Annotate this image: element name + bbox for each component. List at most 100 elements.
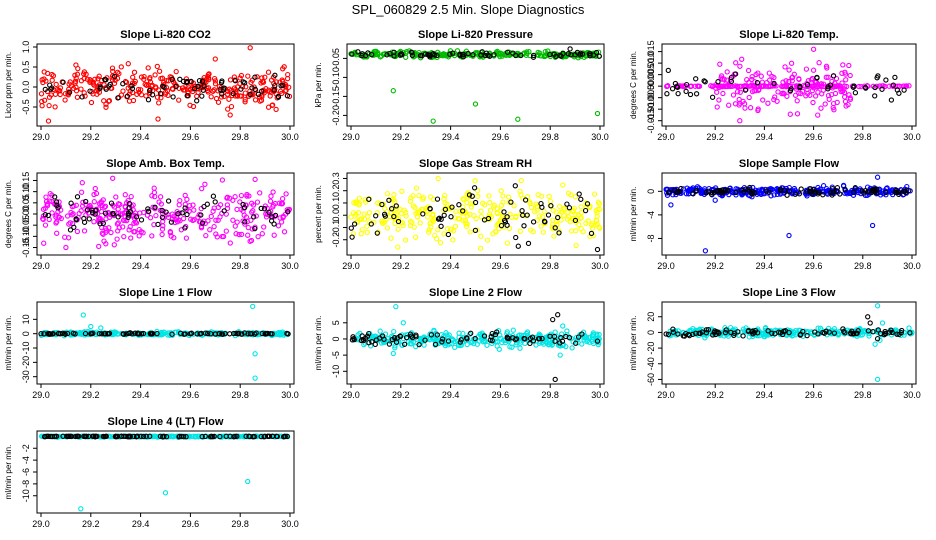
y-tick-label: 0.0 xyxy=(331,209,341,222)
data-point xyxy=(441,196,447,202)
data-point xyxy=(805,329,811,335)
data-point xyxy=(888,97,895,103)
data-point xyxy=(693,76,699,82)
data-point xyxy=(494,329,500,335)
data-point xyxy=(533,342,539,348)
data-point xyxy=(824,65,830,71)
data-point xyxy=(552,225,558,231)
panel-10: Slope Line 4 (LT) Flow 29.0 29.2 29.4 29.6 29… xyxy=(4,416,299,529)
data-point xyxy=(595,341,601,348)
data-point xyxy=(803,66,810,72)
data-point xyxy=(722,329,729,336)
data-point xyxy=(865,328,872,334)
data-point xyxy=(448,214,454,220)
data-point xyxy=(594,110,601,117)
data-point xyxy=(701,78,707,84)
data-point xyxy=(204,201,210,207)
data-point xyxy=(156,199,162,205)
data-point xyxy=(555,312,561,318)
data-point xyxy=(56,87,62,93)
x-tick-label: 29.6 xyxy=(182,132,200,142)
data-point xyxy=(138,217,145,223)
data-point xyxy=(675,331,681,337)
data-point xyxy=(39,103,45,109)
data-point xyxy=(121,331,127,337)
y-tick-label: 0 xyxy=(21,331,31,336)
data-point xyxy=(177,197,183,204)
data-point xyxy=(709,189,715,196)
data-point xyxy=(769,330,775,336)
data-point xyxy=(267,93,273,99)
data-point xyxy=(232,194,238,200)
data-point xyxy=(262,203,269,209)
data-point xyxy=(839,70,845,76)
data-point xyxy=(876,83,883,89)
data-point xyxy=(225,106,231,112)
y-tick-label: -60 xyxy=(646,373,656,386)
data-point xyxy=(812,79,819,85)
data-point xyxy=(205,330,211,337)
data-point xyxy=(403,334,410,341)
data-point xyxy=(877,330,884,337)
data-point xyxy=(823,74,829,80)
data-point xyxy=(792,191,798,197)
data-point xyxy=(74,228,81,235)
data-point xyxy=(408,195,414,201)
data-point xyxy=(45,118,52,124)
data-point xyxy=(72,78,79,84)
data-point xyxy=(714,104,720,110)
data-point xyxy=(122,217,128,224)
data-point xyxy=(766,189,772,195)
y-tick-label: -10 xyxy=(331,365,341,378)
data-point xyxy=(665,83,671,89)
data-point xyxy=(362,52,369,59)
data-point xyxy=(359,333,365,339)
data-point xyxy=(196,78,203,84)
data-point xyxy=(389,336,395,343)
data-point xyxy=(596,331,602,338)
data-point xyxy=(135,86,142,93)
data-point xyxy=(666,189,672,196)
data-point xyxy=(68,200,74,206)
data-point xyxy=(560,323,566,329)
data-point xyxy=(553,53,559,60)
data-point xyxy=(447,51,453,57)
data-point xyxy=(129,85,136,92)
data-point xyxy=(195,89,201,96)
data-point xyxy=(705,326,712,333)
x-tick-label: 29.4 xyxy=(442,261,460,271)
data-point xyxy=(513,336,520,342)
data-point xyxy=(69,212,75,218)
data-point xyxy=(755,70,761,76)
data-point xyxy=(587,53,593,59)
data-point xyxy=(711,189,717,196)
y-tick-label: 0.015 xyxy=(646,40,656,63)
x-tick-label: 29.2 xyxy=(706,261,724,271)
data-point xyxy=(240,433,246,439)
data-point xyxy=(737,63,743,69)
data-point xyxy=(421,342,427,348)
data-point xyxy=(808,77,815,83)
data-point xyxy=(464,191,470,197)
panel-6: Slope Sample Flow 29.0 29.2 29.4 29.6 29.8 30.… xyxy=(629,158,921,271)
data-point xyxy=(50,73,57,79)
data-point xyxy=(428,332,435,338)
x-tick-label: 29.2 xyxy=(706,390,724,400)
data-point xyxy=(254,199,261,205)
data-point xyxy=(159,226,166,232)
data-point xyxy=(237,75,243,81)
data-point xyxy=(408,341,415,347)
data-point xyxy=(78,86,84,92)
data-point xyxy=(504,329,510,335)
data-point xyxy=(157,90,164,97)
data-point xyxy=(249,200,255,206)
data-point xyxy=(353,199,359,205)
data-point xyxy=(253,213,259,219)
data-point xyxy=(120,224,126,230)
data-point xyxy=(151,185,157,191)
data-point xyxy=(285,331,291,337)
data-point xyxy=(38,433,45,439)
data-point xyxy=(186,433,193,439)
data-point xyxy=(702,248,709,254)
data-point xyxy=(252,176,258,183)
